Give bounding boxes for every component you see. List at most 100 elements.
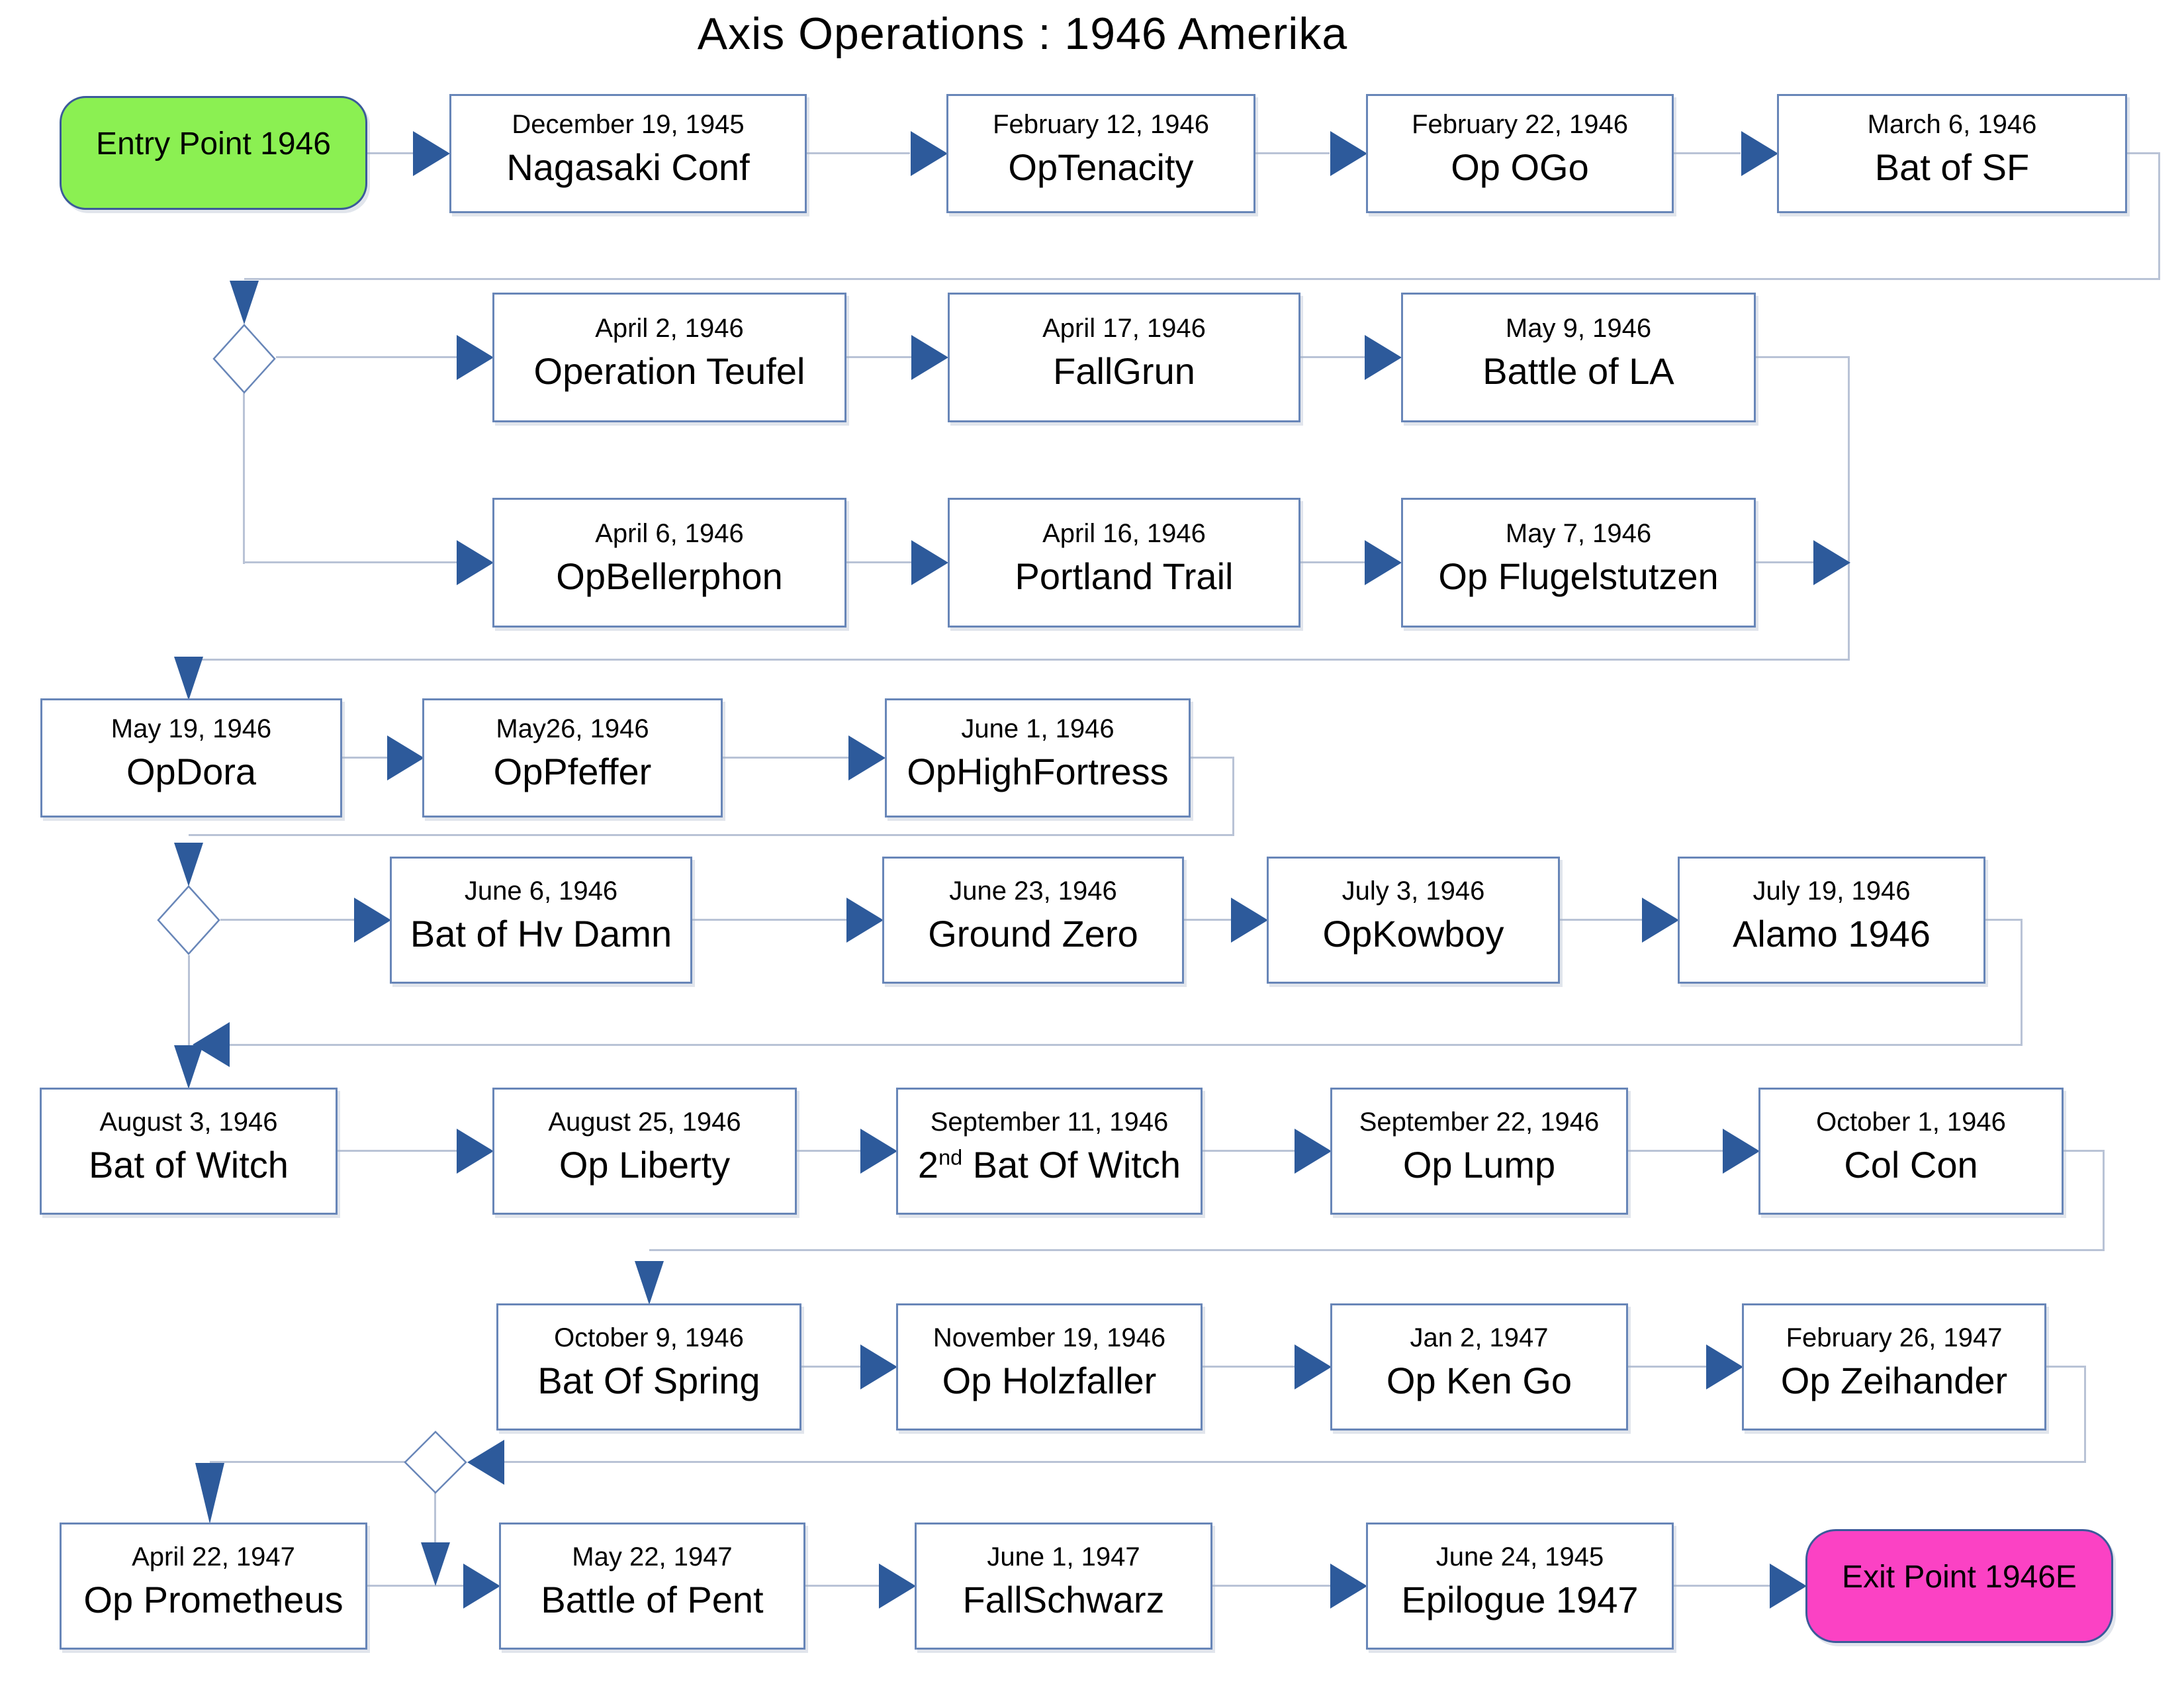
node-date: November 19, 1946 (933, 1323, 1166, 1353)
node-name: Epilogue 1947 (1401, 1579, 1639, 1621)
node-name: OpTenacity (1008, 146, 1194, 189)
arrowhead-right-icon (457, 1129, 494, 1174)
node-col-con: October 1, 1946 Col Con (1758, 1088, 2064, 1215)
connector-line (1212, 1585, 1331, 1587)
connector-line (189, 834, 1234, 836)
node-date: February 22, 1946 (1412, 110, 1628, 140)
node-name: FallGrun (1053, 350, 1195, 393)
decision-diamond-3 (404, 1430, 467, 1494)
connector-line (1628, 1150, 1723, 1152)
node-op-flugelstutzen: May 7, 1946 Op Flugelstutzen (1401, 498, 1756, 628)
connector-line (1756, 356, 1850, 358)
node-name: Op Ken Go (1386, 1360, 1572, 1402)
arrowhead-right-icon (1770, 1564, 1807, 1609)
node-date: February 12, 1946 (993, 110, 1209, 140)
node-op-lump: September 22, 1946 Op Lump (1330, 1088, 1628, 1215)
connector-line (2064, 1150, 2105, 1152)
connector-line (189, 659, 1850, 661)
node-name: Bat Of Spring (537, 1360, 760, 1402)
arrowhead-right-icon (1330, 1564, 1367, 1609)
node-op-prometheus: April 22, 1947 Op Prometheus (60, 1523, 367, 1650)
node-opbellerphon: April 6, 1946 OpBellerphon (492, 498, 846, 628)
connector-line (723, 757, 849, 759)
connector-line (367, 152, 414, 154)
node-date: April 22, 1947 (132, 1542, 295, 1572)
arrowhead-right-icon (860, 1344, 897, 1389)
node-oppfeffer: May26, 1946 OpPfeffer (422, 698, 723, 818)
node-2nd-bat-of-witch: September 11, 1946 2nd Bat Of Witch (896, 1088, 1203, 1215)
connector-line (1628, 1366, 1707, 1368)
node-name: FallSchwarz (962, 1579, 1165, 1621)
arrowhead-right-icon (860, 1129, 897, 1174)
connector-line (228, 1044, 2023, 1046)
node-nagasaki-conf: December 19, 1945 Nagasaki Conf (449, 94, 807, 213)
decision-diamond-2 (157, 885, 220, 955)
node-name: Operation Teufel (533, 350, 805, 393)
connector-line (805, 1585, 880, 1587)
arrowhead-right-icon (911, 540, 948, 585)
connector-line (1674, 152, 1741, 154)
node-alamo-1946: July 19, 1946 Alamo 1946 (1678, 857, 1985, 984)
arrowhead-down-icon (635, 1261, 664, 1305)
exit-label: Exit Point 1946E (1842, 1560, 2077, 1595)
node-ground-zero: June 23, 1946 Ground Zero (882, 857, 1184, 984)
node-date: February 26, 1947 (1786, 1323, 2003, 1353)
node-optenacity: February 12, 1946 OpTenacity (946, 94, 1255, 213)
connector-line (1300, 561, 1365, 563)
node-name: Op Lump (1402, 1144, 1556, 1186)
node-op-holzfaller: November 19, 1946 Op Holzfaller (896, 1303, 1203, 1430)
connector-line (1560, 919, 1643, 921)
connector-line (434, 1493, 436, 1547)
node-bat-of-sf: March 6, 1946 Bat of SF (1777, 94, 2127, 213)
node-name: Bat of Witch (89, 1144, 289, 1186)
arrowhead-right-icon (387, 735, 424, 780)
node-date: April 16, 1946 (1042, 519, 1206, 549)
connector-line (1203, 1150, 1295, 1152)
arrowhead-right-icon (1365, 335, 1402, 380)
connector-line (1300, 356, 1365, 358)
node-date: May26, 1946 (496, 714, 649, 744)
connector-line (342, 757, 388, 759)
arrowhead-left-icon (467, 1440, 504, 1485)
connector-line (2158, 152, 2160, 279)
node-date: July 3, 1946 (1342, 876, 1485, 906)
node-name: OpPfeffer (493, 751, 652, 793)
node-fallschwarz: June 1, 1947 FallSchwarz (915, 1523, 1212, 1650)
connector-line (797, 1150, 861, 1152)
node-bat-of-witch: August 3, 1946 Bat of Witch (40, 1088, 338, 1215)
node-bat-of-spring: October 9, 1946 Bat Of Spring (496, 1303, 801, 1430)
arrowhead-right-icon (354, 898, 391, 943)
arrowhead-right-icon (457, 335, 494, 380)
node-epilogue-1947: June 24, 1945 Epilogue 1947 (1366, 1523, 1674, 1650)
arrowhead-down-icon (174, 843, 203, 886)
node-name: OpDora (126, 751, 257, 793)
connector-line (276, 356, 458, 358)
node-date: August 3, 1946 (99, 1107, 278, 1137)
node-name: Bat of Hv Damn (410, 913, 672, 955)
node-op-ogo: February 22, 1946 Op OGo (1366, 94, 1674, 213)
arrowhead-right-icon (879, 1564, 916, 1609)
connector-line (338, 1150, 457, 1152)
arrowhead-right-icon (1295, 1344, 1332, 1389)
connector-line (1756, 561, 1814, 563)
node-date: September 22, 1946 (1359, 1107, 1600, 1137)
connector-line (1191, 757, 1234, 759)
node-name: Portland Trail (1015, 555, 1234, 598)
connector-line (188, 955, 190, 1051)
arrowhead-right-icon (1330, 131, 1367, 176)
connector-line (220, 919, 355, 921)
connector-line (243, 561, 458, 563)
arrowhead-right-icon (457, 540, 494, 585)
node-ophighfortress: June 1, 1946 OpHighFortress (885, 698, 1191, 818)
arrowhead-right-icon (1365, 540, 1402, 585)
arrowhead-down-icon (230, 281, 259, 324)
arrowhead-right-icon (1723, 1129, 1760, 1174)
arrowhead-right-icon (911, 335, 948, 380)
connector-line (243, 393, 245, 564)
node-date: May 22, 1947 (572, 1542, 733, 1572)
node-name: Op Liberty (559, 1144, 731, 1186)
connector-line (1848, 356, 1850, 661)
node-name: Op Zeihander (1780, 1360, 2008, 1402)
node-date: May 9, 1946 (1505, 314, 1652, 344)
arrowhead-right-icon (1813, 540, 1850, 585)
